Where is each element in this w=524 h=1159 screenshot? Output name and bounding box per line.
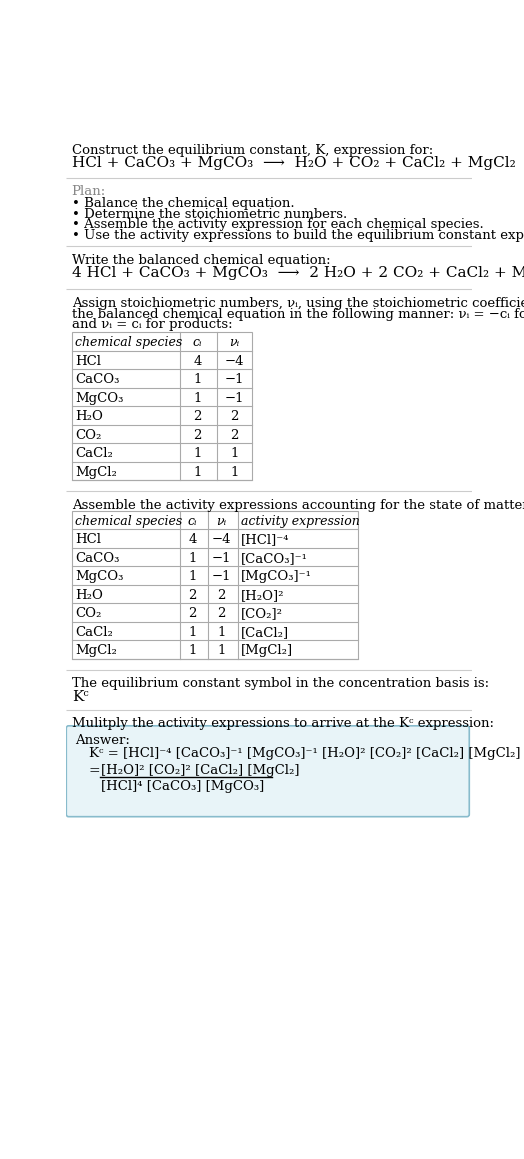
Text: Construct the equilibrium constant, K, expression for:: Construct the equilibrium constant, K, e… [72,144,433,156]
Text: CaCO₃: CaCO₃ [75,373,119,386]
Text: −1: −1 [225,392,244,404]
Text: [CaCl₂]: [CaCl₂] [241,626,289,639]
Text: =: = [89,764,101,779]
Text: Write the balanced chemical equation:: Write the balanced chemical equation: [72,254,330,267]
Text: 2: 2 [217,589,225,602]
Text: [CO₂]²: [CO₂]² [241,607,282,620]
Text: 4: 4 [189,533,197,546]
Bar [72,333,252,480]
Text: 4 HCl + CaCO₃ + MgCO₃  ⟶  2 H₂O + 2 CO₂ + CaCl₂ + MgCl₂: 4 HCl + CaCO₃ + MgCO₃ ⟶ 2 H₂O + 2 CO₂ + … [72,267,524,280]
FancyBboxPatch shape [66,726,470,817]
Text: chemical species: chemical species [75,336,182,349]
Text: and νᵢ = cᵢ for products:: and νᵢ = cᵢ for products: [72,319,232,331]
Text: Mulitply the activity expressions to arrive at the Kᶜ expression:: Mulitply the activity expressions to arr… [72,717,494,730]
Text: • Balance the chemical equation.: • Balance the chemical equation. [72,197,294,210]
Text: −1: −1 [225,373,244,386]
Text: Kᶜ = [HCl]⁻⁴ [CaCO₃]⁻¹ [MgCO₃]⁻¹ [H₂O]² [CO₂]² [CaCl₂] [MgCl₂]: Kᶜ = [HCl]⁻⁴ [CaCO₃]⁻¹ [MgCO₃]⁻¹ [H₂O]² … [89,746,520,759]
Text: MgCl₂: MgCl₂ [75,466,117,479]
Text: [H₂O]² [CO₂]² [CaCl₂] [MgCl₂]: [H₂O]² [CO₂]² [CaCl₂] [MgCl₂] [101,764,300,777]
Text: 2: 2 [230,429,238,442]
Text: CaCl₂: CaCl₂ [75,626,113,639]
Text: 1: 1 [189,552,197,564]
Text: MgCl₂: MgCl₂ [75,644,117,657]
Text: HCl: HCl [75,355,101,367]
Text: −4: −4 [212,533,231,546]
Text: The equilibrium constant symbol in the concentration basis is:: The equilibrium constant symbol in the c… [72,677,489,691]
Text: CO₂: CO₂ [75,607,101,620]
Text: 2: 2 [230,410,238,423]
Text: [MgCO₃]⁻¹: [MgCO₃]⁻¹ [241,570,312,583]
Text: Kᶜ: Kᶜ [72,690,89,704]
Text: HCl + CaCO₃ + MgCO₃  ⟶  H₂O + CO₂ + CaCl₂ + MgCl₂: HCl + CaCO₃ + MgCO₃ ⟶ H₂O + CO₂ + CaCl₂ … [72,156,516,170]
Text: Answer:: Answer: [75,735,129,748]
Text: 1: 1 [217,626,225,639]
Text: chemical species: chemical species [75,515,182,527]
Text: 1: 1 [189,644,197,657]
Text: CaCO₃: CaCO₃ [75,552,119,564]
Text: [HCl]⁴ [CaCO₃] [MgCO₃]: [HCl]⁴ [CaCO₃] [MgCO₃] [101,780,265,794]
Text: 1: 1 [230,447,238,460]
Text: • Use the activity expressions to build the equilibrium constant expression.: • Use the activity expressions to build … [72,229,524,242]
Text: νᵢ: νᵢ [216,515,226,527]
Text: the balanced chemical equation in the following manner: νᵢ = −cᵢ for reactants: the balanced chemical equation in the fo… [72,307,524,321]
Text: Assemble the activity expressions accounting for the state of matter and νᵢ:: Assemble the activity expressions accoun… [72,498,524,511]
Text: 1: 1 [189,626,197,639]
Text: 1: 1 [193,392,201,404]
Text: [HCl]⁻⁴: [HCl]⁻⁴ [241,533,289,546]
Text: CaCl₂: CaCl₂ [75,447,113,460]
Text: MgCO₃: MgCO₃ [75,392,123,404]
Text: 2: 2 [193,429,201,442]
Text: −1: −1 [212,570,231,583]
Text: • Determine the stoichiometric numbers.: • Determine the stoichiometric numbers. [72,207,347,220]
Text: Assign stoichiometric numbers, νᵢ, using the stoichiometric coefficients, cᵢ, fr: Assign stoichiometric numbers, νᵢ, using… [72,297,524,309]
Text: • Assemble the activity expression for each chemical species.: • Assemble the activity expression for e… [72,218,484,232]
Text: 2: 2 [217,607,225,620]
Text: CO₂: CO₂ [75,429,101,442]
Text: activity expression: activity expression [241,515,359,527]
Text: 2: 2 [193,410,201,423]
Text: −4: −4 [225,355,244,367]
Text: 1: 1 [217,644,225,657]
Text: [MgCl₂]: [MgCl₂] [241,644,293,657]
Text: H₂O: H₂O [75,589,103,602]
Text: cᵢ: cᵢ [192,336,202,349]
Text: [CaCO₃]⁻¹: [CaCO₃]⁻¹ [241,552,308,564]
Bar [72,511,358,658]
Text: 1: 1 [193,466,201,479]
Text: 1: 1 [193,373,201,386]
Text: cᵢ: cᵢ [188,515,198,527]
Text: −1: −1 [212,552,231,564]
Text: [H₂O]²: [H₂O]² [241,589,284,602]
Text: 4: 4 [193,355,201,367]
Text: 2: 2 [189,589,197,602]
Text: H₂O: H₂O [75,410,103,423]
Text: Plan:: Plan: [72,185,106,198]
Text: HCl: HCl [75,533,101,546]
Text: 1: 1 [189,570,197,583]
Text: MgCO₃: MgCO₃ [75,570,123,583]
Text: νᵢ: νᵢ [230,336,239,349]
Text: 1: 1 [193,447,201,460]
Text: 1: 1 [230,466,238,479]
Text: 2: 2 [189,607,197,620]
